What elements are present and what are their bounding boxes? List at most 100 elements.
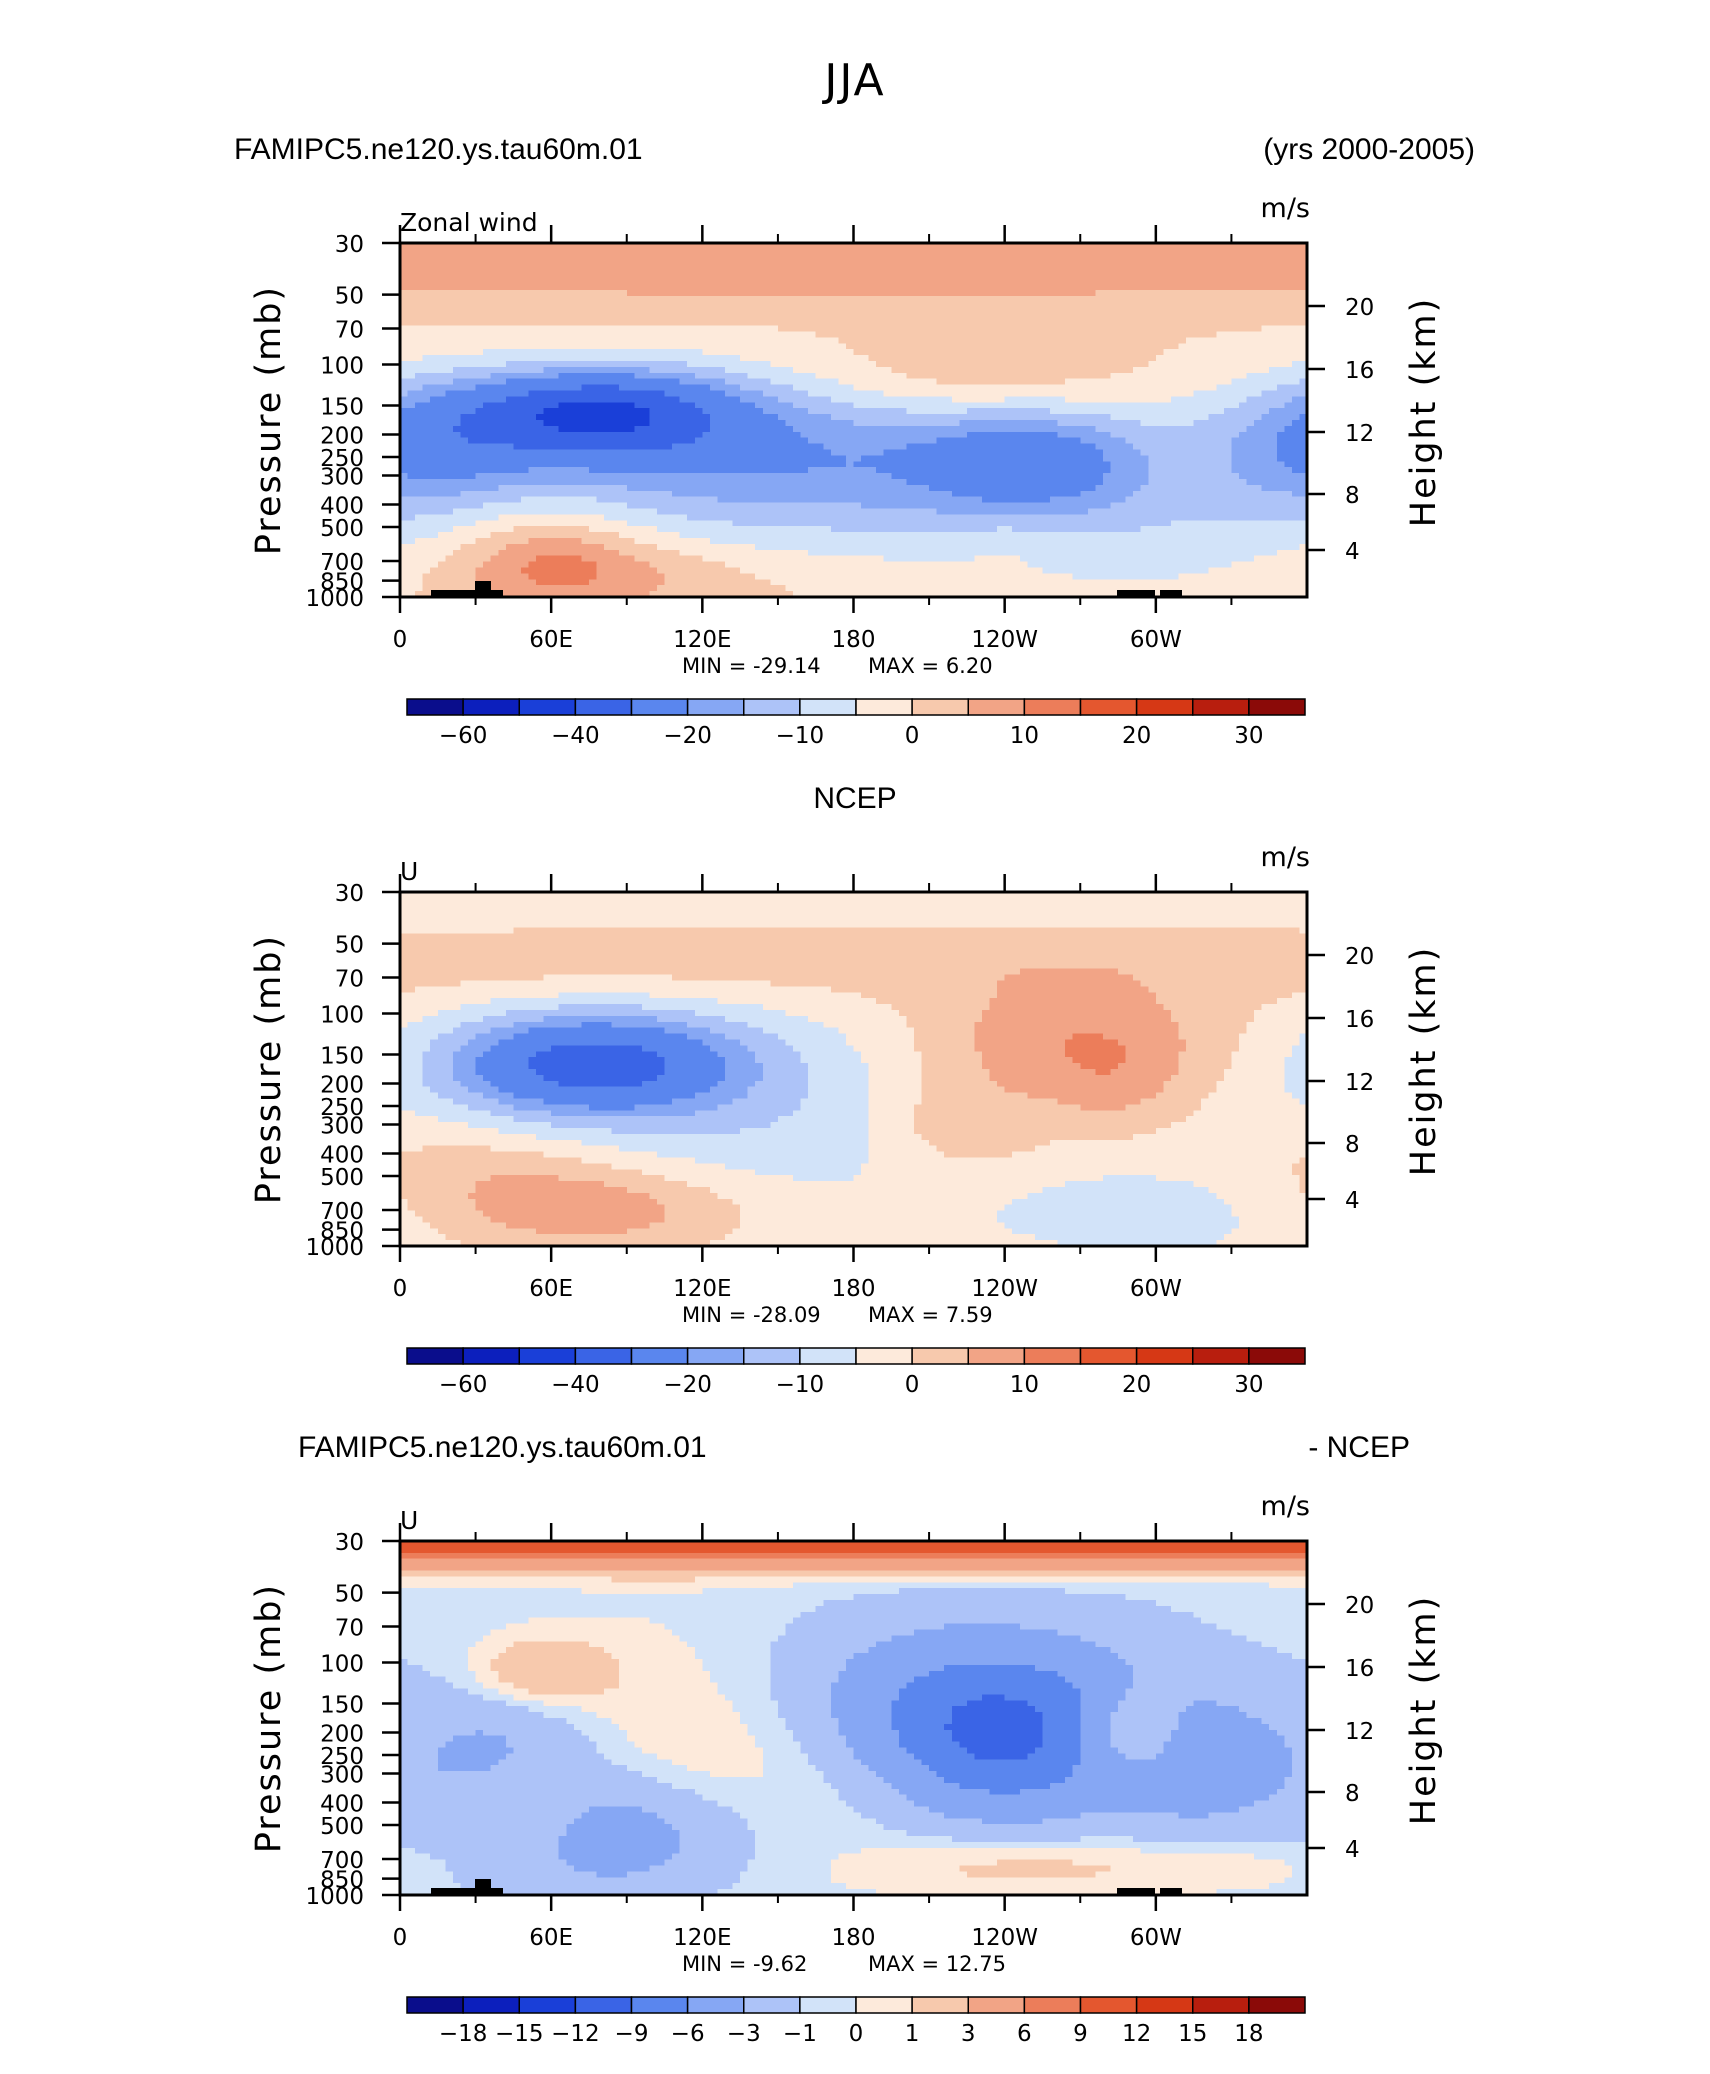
contour-cell bbox=[1012, 308, 1020, 315]
contour-cell bbox=[914, 290, 922, 297]
contour-cell bbox=[816, 308, 824, 315]
contour-cell bbox=[793, 314, 801, 321]
contour-cell bbox=[710, 326, 718, 333]
contour-cell bbox=[884, 314, 892, 321]
contour-cell bbox=[1126, 267, 1134, 274]
contour-cell bbox=[597, 261, 605, 268]
contour-cell bbox=[990, 320, 998, 327]
contour-cell bbox=[1133, 273, 1141, 280]
contour-cell bbox=[982, 308, 990, 315]
contour-cell bbox=[869, 326, 877, 333]
contour-cell bbox=[415, 278, 423, 285]
contour-cell bbox=[476, 296, 484, 303]
contour-cell bbox=[952, 308, 960, 315]
contour-cell bbox=[884, 284, 892, 291]
contour-cell bbox=[1058, 314, 1066, 321]
contour-cell bbox=[513, 278, 521, 285]
contour-cell bbox=[937, 296, 945, 303]
contour-cell bbox=[1171, 302, 1179, 309]
contour-cell bbox=[483, 261, 491, 268]
contour-cell bbox=[1133, 326, 1141, 333]
contour-cell bbox=[680, 249, 688, 256]
contour-cell bbox=[665, 249, 673, 256]
contour-cell bbox=[453, 273, 461, 280]
contour-cell bbox=[536, 320, 544, 327]
contour-cell bbox=[695, 296, 703, 303]
contour-cell bbox=[559, 320, 567, 327]
contour-cell bbox=[929, 308, 937, 315]
contour-cell bbox=[430, 267, 438, 274]
contour-cell bbox=[1179, 261, 1187, 268]
contour-cell bbox=[642, 302, 650, 309]
contour-cell bbox=[574, 320, 582, 327]
contour-cell bbox=[521, 278, 529, 285]
contour-cell bbox=[793, 308, 801, 315]
contour-cell bbox=[1277, 261, 1285, 268]
contour-cell bbox=[1035, 284, 1043, 291]
contour-cell bbox=[1186, 278, 1194, 285]
contour-cell bbox=[544, 278, 552, 285]
contour-cell bbox=[468, 278, 476, 285]
contour-cell bbox=[566, 278, 574, 285]
contour-cell bbox=[657, 255, 665, 261]
contour-cell bbox=[785, 278, 793, 285]
contour-cell bbox=[1194, 290, 1202, 297]
contour-cell bbox=[453, 249, 461, 256]
contour-cell bbox=[1126, 302, 1134, 309]
contour-cell bbox=[521, 296, 529, 303]
contour-cell bbox=[649, 314, 657, 321]
contour-cell bbox=[1005, 302, 1013, 309]
contour-cell bbox=[1088, 314, 1096, 321]
contour-cell bbox=[1035, 296, 1043, 303]
contour-cell bbox=[801, 249, 809, 256]
contour-cell bbox=[634, 290, 642, 297]
contour-cell bbox=[1247, 296, 1255, 303]
contour-cell bbox=[1194, 284, 1202, 291]
contour-cell bbox=[476, 278, 484, 285]
contour-cell bbox=[1171, 284, 1179, 291]
contour-cell bbox=[665, 302, 673, 309]
contour-cell bbox=[476, 284, 484, 291]
contour-cell bbox=[430, 320, 438, 327]
contour-cell bbox=[1163, 267, 1171, 274]
contour-cell bbox=[1231, 326, 1239, 333]
contour-cell bbox=[1020, 261, 1028, 268]
contour-cell bbox=[1254, 284, 1262, 291]
contour-cell bbox=[612, 284, 620, 291]
contour-cell bbox=[581, 284, 589, 291]
contour-cell bbox=[808, 320, 816, 327]
contour-cell bbox=[846, 308, 854, 315]
contour-cell bbox=[702, 290, 710, 297]
contour-cell bbox=[785, 308, 793, 315]
contour-cell bbox=[559, 302, 567, 309]
contour-cell bbox=[1042, 255, 1050, 261]
contour-cell bbox=[1163, 249, 1171, 256]
contour-cell bbox=[702, 273, 710, 280]
contour-cell bbox=[831, 326, 839, 333]
contour-cell bbox=[1179, 284, 1187, 291]
contour-cell bbox=[619, 314, 627, 321]
contour-cell bbox=[1247, 308, 1255, 315]
contour-cell bbox=[1118, 249, 1126, 256]
contour-cell bbox=[551, 255, 559, 261]
contour-cell bbox=[914, 302, 922, 309]
contour-cell bbox=[483, 314, 491, 321]
contour-cell bbox=[816, 314, 824, 321]
contour-cell bbox=[1012, 255, 1020, 261]
contour-cell bbox=[740, 290, 748, 297]
contour-cell bbox=[1050, 273, 1058, 280]
contour-cell bbox=[423, 267, 431, 274]
contour-cell bbox=[763, 261, 771, 268]
contour-cell bbox=[453, 290, 461, 297]
contour-cell bbox=[793, 296, 801, 303]
contour-cell bbox=[1073, 308, 1081, 315]
contour-cell bbox=[672, 302, 680, 309]
contour-cell bbox=[1292, 290, 1300, 297]
contour-cell bbox=[566, 320, 574, 327]
contour-cell bbox=[793, 261, 801, 268]
contour-cell bbox=[846, 302, 854, 309]
contour-cell bbox=[982, 278, 990, 285]
contour-cell bbox=[1171, 273, 1179, 280]
contour-cell bbox=[816, 320, 824, 327]
contour-cell bbox=[1239, 273, 1247, 280]
